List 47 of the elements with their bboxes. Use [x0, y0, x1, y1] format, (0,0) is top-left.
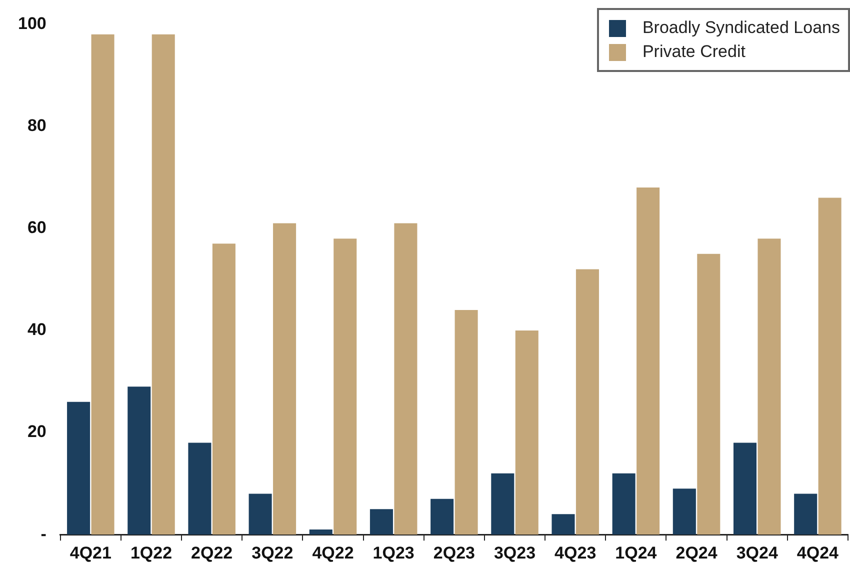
bar: [515, 330, 538, 535]
x-tick-label: 4Q23: [554, 543, 596, 562]
x-tick-label: 2Q23: [433, 543, 475, 562]
bar: [91, 34, 114, 535]
bar: [188, 442, 212, 535]
x-tick-label: 1Q23: [372, 543, 414, 562]
bar: [212, 244, 236, 535]
y-tick-label: 60: [27, 218, 46, 238]
x-tick-label: 1Q22: [130, 543, 172, 562]
x-tick-label: 4Q21: [70, 543, 112, 562]
x-tick-label: 4Q24: [796, 543, 840, 562]
x-tick-label: 3Q24: [736, 543, 778, 562]
bar: [733, 442, 757, 535]
y-tick-label: -: [40, 524, 46, 544]
x-tick-label: 3Q22: [252, 543, 294, 562]
bar: [491, 473, 514, 535]
bar: [430, 498, 454, 535]
bar: [454, 310, 478, 535]
bar: [394, 223, 418, 535]
bar: [758, 238, 781, 535]
bar: [612, 473, 636, 535]
x-tick-label: 1Q24: [615, 543, 658, 562]
bar: [67, 402, 90, 535]
bar: [248, 494, 272, 535]
x-tick-label: 2Q22: [191, 543, 233, 562]
x-tick-label: 4Q22: [312, 543, 354, 562]
y-tick-label: 20: [27, 422, 46, 442]
y-tick-label: 40: [27, 320, 46, 340]
bar: [334, 238, 357, 535]
bar: [794, 494, 818, 535]
bar: [672, 488, 696, 535]
bar: [370, 509, 393, 535]
bar: [273, 223, 296, 535]
bar: [152, 34, 175, 535]
x-tick-label: 2Q24: [676, 543, 718, 562]
bar: [309, 529, 332, 535]
bar: [818, 198, 842, 535]
y-tick-label: 100: [18, 14, 46, 33]
legend-label: Broadly Syndicated Loans: [642, 18, 840, 38]
legend-label: Private Credit: [642, 42, 746, 62]
x-tick-label: 3Q23: [494, 543, 536, 562]
bar: [697, 254, 720, 535]
bar: [128, 386, 151, 535]
bar: [576, 269, 599, 535]
bar: [636, 188, 660, 535]
bar: [552, 514, 575, 535]
y-tick-label: 80: [27, 116, 46, 135]
